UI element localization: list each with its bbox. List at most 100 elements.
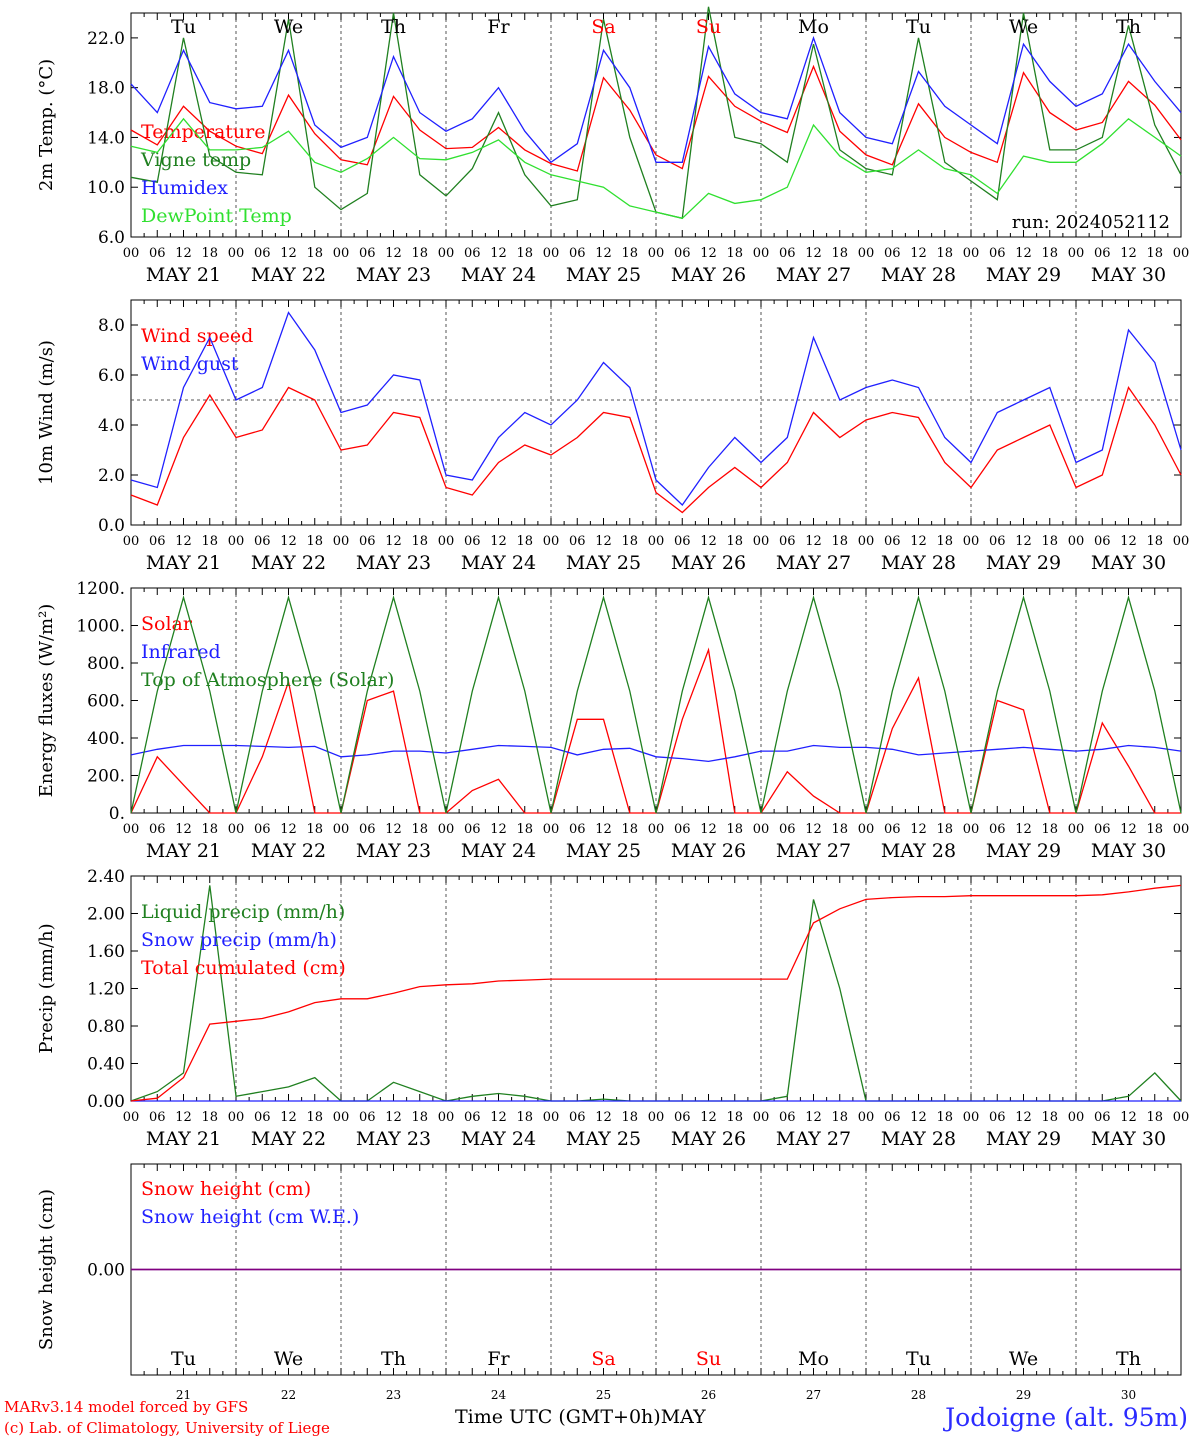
hour-tick-label: 06 (149, 246, 166, 261)
hour-tick-label: 06 (149, 822, 166, 837)
hour-tick-label: 06 (674, 246, 691, 261)
hour-tick-label: 12 (700, 822, 717, 837)
hour-tick-label: 00 (648, 1110, 665, 1125)
hour-tick-label: 00 (123, 822, 140, 837)
hour-tick-label: 00 (858, 1110, 875, 1125)
y-tick-label: 400. (87, 729, 125, 749)
hour-tick-label: 12 (910, 246, 927, 261)
hour-tick-label: 12 (1120, 822, 1137, 837)
day-number-label: 28 (911, 1388, 926, 1402)
hour-tick-label: 12 (805, 246, 822, 261)
hour-tick-label: 12 (280, 534, 297, 549)
hour-tick-label: 18 (411, 822, 428, 837)
date-label: MAY 29 (986, 840, 1061, 862)
hour-tick-label: 00 (228, 1110, 245, 1125)
legend-entry: Wind gust (141, 353, 239, 375)
date-label: MAY 28 (881, 264, 956, 286)
hour-tick-label: 12 (1015, 822, 1032, 837)
hour-tick-label: 00 (858, 246, 875, 261)
hour-tick-label: 12 (1120, 534, 1137, 549)
series-line-wind-speed (130, 386, 1182, 514)
hour-tick-label: 18 (1041, 1110, 1058, 1125)
date-label: MAY 21 (146, 840, 221, 862)
weekday-label-top: Mo (798, 16, 829, 38)
date-label: MAY 23 (356, 1128, 431, 1150)
hour-tick-label: 00 (228, 534, 245, 549)
date-label: MAY 22 (251, 264, 326, 286)
hour-tick-label: 00 (648, 246, 665, 261)
hour-tick-label: 06 (779, 246, 796, 261)
legend-entry: Snow height (cm) (141, 1178, 311, 1200)
panel-2: 0.0 2.0 4.0 6.0 8.0 10m Wind (m/s) Wind speed W… (36, 299, 1189, 574)
y-tick-label: 2.40 (87, 867, 125, 887)
hour-tick-label: 00 (753, 1110, 770, 1125)
y-axis-label: 2m Temp. (°C) (36, 59, 57, 191)
y-tick-label: 0.00 (87, 1261, 125, 1281)
y-tick-label: 8.0 (98, 316, 125, 336)
y-tick-label: 800. (87, 654, 125, 674)
hour-tick-label: 06 (569, 534, 586, 549)
hour-tick-label: 18 (201, 534, 218, 549)
day-number-label: 23 (386, 1388, 401, 1402)
hour-tick-label: 06 (989, 822, 1006, 837)
hour-tick-label: 18 (936, 534, 953, 549)
hour-tick-label: 18 (306, 822, 323, 837)
hour-tick-label: 18 (306, 534, 323, 549)
plot-frame (130, 587, 1182, 814)
hour-tick-label: 00 (1068, 1110, 1085, 1125)
hour-tick-label: 12 (490, 822, 507, 837)
hour-tick-label: 12 (700, 1110, 717, 1125)
hour-tick-label: 18 (726, 822, 743, 837)
day-number-label: 27 (806, 1388, 821, 1402)
hour-tick-label: 18 (201, 246, 218, 261)
date-label: MAY 30 (1091, 264, 1166, 286)
hour-tick-label: 12 (385, 246, 402, 261)
hour-tick-label: 18 (306, 246, 323, 261)
hour-tick-label: 12 (175, 534, 192, 549)
y-tick-label: 1200. (76, 579, 125, 599)
hour-tick-label: 12 (805, 1110, 822, 1125)
hour-tick-label: 06 (359, 534, 376, 549)
hour-tick-label: 18 (621, 822, 638, 837)
hour-tick-label: 00 (438, 822, 455, 837)
legend-entry: Infrared (141, 641, 221, 663)
date-label: MAY 25 (566, 264, 641, 286)
hour-tick-label: 06 (779, 1110, 796, 1125)
y-tick-label: 10.0 (87, 178, 125, 198)
weekday-label-bottom: Fr (487, 1348, 510, 1370)
hour-tick-label: 00 (648, 822, 665, 837)
hour-tick-label: 18 (516, 822, 533, 837)
hour-tick-label: 12 (700, 246, 717, 261)
hour-tick-label: 00 (858, 822, 875, 837)
hour-tick-label: 06 (884, 822, 901, 837)
hour-tick-label: 00 (543, 246, 560, 261)
date-label: MAY 30 (1091, 840, 1166, 862)
hour-tick-label: 18 (831, 1110, 848, 1125)
hour-tick-label: 18 (621, 1110, 638, 1125)
hour-tick-label: 06 (149, 1110, 166, 1125)
y-axis-label: Snow height (cm) (36, 1189, 57, 1350)
hour-tick-label: 00 (753, 822, 770, 837)
hour-tick-label: 12 (910, 1110, 927, 1125)
hour-tick-label: 00 (123, 534, 140, 549)
date-label: MAY 28 (881, 1128, 956, 1150)
date-label: MAY 22 (251, 552, 326, 574)
hour-tick-label: 12 (595, 822, 612, 837)
hour-tick-label: 06 (884, 1110, 901, 1125)
hour-tick-label: 18 (936, 1110, 953, 1125)
hour-tick-label: 00 (1068, 246, 1085, 261)
hour-tick-label: 00 (228, 246, 245, 261)
hour-tick-label: 06 (149, 534, 166, 549)
date-label: MAY 25 (566, 1128, 641, 1150)
hour-tick-label: 12 (595, 1110, 612, 1125)
hour-tick-label: 06 (464, 534, 481, 549)
legend-entry: Vigne temp (140, 149, 251, 171)
hour-tick-label: 12 (175, 822, 192, 837)
hour-tick-label: 00 (333, 1110, 350, 1125)
y-tick-label: 1000. (76, 617, 125, 637)
hour-tick-label: 06 (674, 822, 691, 837)
hour-tick-label: 18 (726, 246, 743, 261)
hour-tick-label: 00 (1173, 1110, 1190, 1125)
legend-entry: Wind speed (141, 325, 253, 347)
day-number-label: 26 (701, 1388, 716, 1402)
